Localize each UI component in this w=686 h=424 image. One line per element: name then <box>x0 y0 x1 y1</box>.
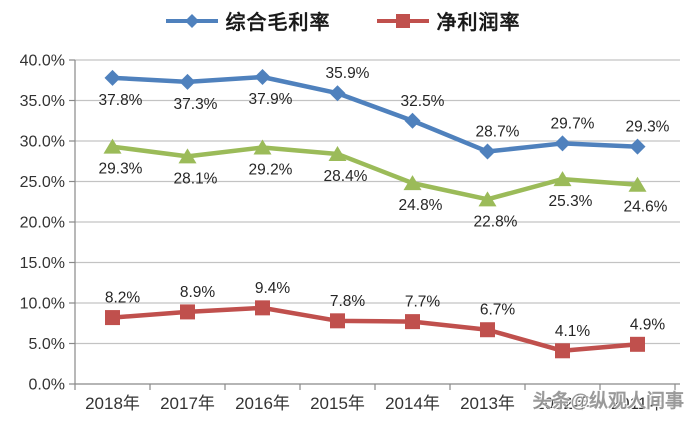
data-label: 9.4% <box>255 280 291 297</box>
data-point-diamond <box>629 138 646 155</box>
legend-marker-red-square-icon <box>376 13 429 28</box>
data-point-diamond <box>179 73 196 90</box>
data-point-square <box>630 336 645 352</box>
series-line <box>110 305 640 354</box>
data-point-square <box>480 322 495 338</box>
y-tick-label: 15.0% <box>20 255 65 272</box>
x-tick-label: 2011年 <box>611 394 665 413</box>
x-tick-label: 2016年 <box>235 394 290 413</box>
data-point-triangle <box>478 191 497 207</box>
data-label: 37.9% <box>249 91 293 108</box>
y-tick-label: 5.0% <box>29 336 65 353</box>
data-point-triangle <box>253 139 272 155</box>
legend-label-net-margin: 净利润率 <box>436 12 521 34</box>
data-label: 4.9% <box>630 316 666 333</box>
legend-item-gross-margin: 综合毛利率 <box>165 6 331 35</box>
data-point-square <box>405 314 420 330</box>
data-point-square <box>555 343 570 359</box>
y-tick-label: 30.0% <box>20 134 65 151</box>
data-label: 24.8% <box>399 197 443 214</box>
x-tick-label: 2018年 <box>85 394 140 413</box>
y-tick-label: 20.0% <box>20 215 65 232</box>
y-tick-label: 40.0% <box>20 53 65 70</box>
data-label: 37.3% <box>174 96 218 113</box>
data-point-triangle <box>178 148 197 164</box>
data-label: 7.8% <box>330 293 366 310</box>
legend-label-gross-margin: 综合毛利率 <box>225 12 331 34</box>
data-label: 28.4% <box>324 168 368 185</box>
data-point-diamond <box>404 112 421 129</box>
data-point-square <box>180 304 195 320</box>
data-point-triangle <box>103 138 122 154</box>
data-label: 35.9% <box>326 65 370 82</box>
legend-item-net-margin: 净利润率 <box>376 6 521 35</box>
data-label: 28.1% <box>174 170 218 187</box>
y-tick-label: 0.0% <box>29 377 65 394</box>
data-label: 6.7% <box>480 302 516 319</box>
data-label: 37.8% <box>99 92 143 109</box>
x-tick-label: 2014年 <box>385 394 440 413</box>
data-point-triangle <box>553 171 572 187</box>
data-label: 29.3% <box>626 119 670 136</box>
data-label: 29.3% <box>99 161 143 178</box>
data-point-diamond <box>554 135 571 152</box>
data-label: 29.2% <box>249 161 293 178</box>
watermark: 头条@纵观人间事 <box>532 391 684 412</box>
data-point-diamond <box>104 69 121 86</box>
data-label: 7.7% <box>405 294 441 311</box>
chart-legend: 综合毛利率 净利润率 <box>0 6 686 35</box>
data-point-square <box>255 300 270 316</box>
y-tick-label: 10.0% <box>20 296 65 313</box>
data-point-triangle <box>403 175 422 191</box>
series-line <box>110 74 640 154</box>
data-point-triangle <box>328 145 347 161</box>
x-tick-label: 2013年 <box>460 394 515 413</box>
data-point-square <box>330 313 345 329</box>
data-label: 4.1% <box>555 323 591 340</box>
legend-marker-blue-diamond-icon <box>165 13 218 28</box>
x-tick-label: 2017年 <box>160 394 215 413</box>
data-point-diamond <box>254 69 271 86</box>
data-label: 8.2% <box>105 290 141 307</box>
data-label: 32.5% <box>401 93 445 110</box>
data-point-triangle <box>628 176 647 192</box>
data-point-diamond <box>479 143 496 160</box>
data-label: 28.7% <box>476 124 520 141</box>
series-line <box>110 144 640 202</box>
data-label: 25.3% <box>549 193 593 210</box>
x-tick-label: 2012年 <box>535 394 590 413</box>
data-label: 8.9% <box>180 284 216 301</box>
data-label: 24.6% <box>624 199 668 216</box>
data-label: 22.8% <box>474 213 518 230</box>
y-tick-label: 25.0% <box>20 174 65 191</box>
y-tick-label: 35.0% <box>20 93 65 110</box>
data-point-square <box>105 310 120 326</box>
data-point-diamond <box>329 85 346 102</box>
data-label: 29.7% <box>551 115 595 132</box>
x-tick-label: 2015年 <box>310 394 365 413</box>
